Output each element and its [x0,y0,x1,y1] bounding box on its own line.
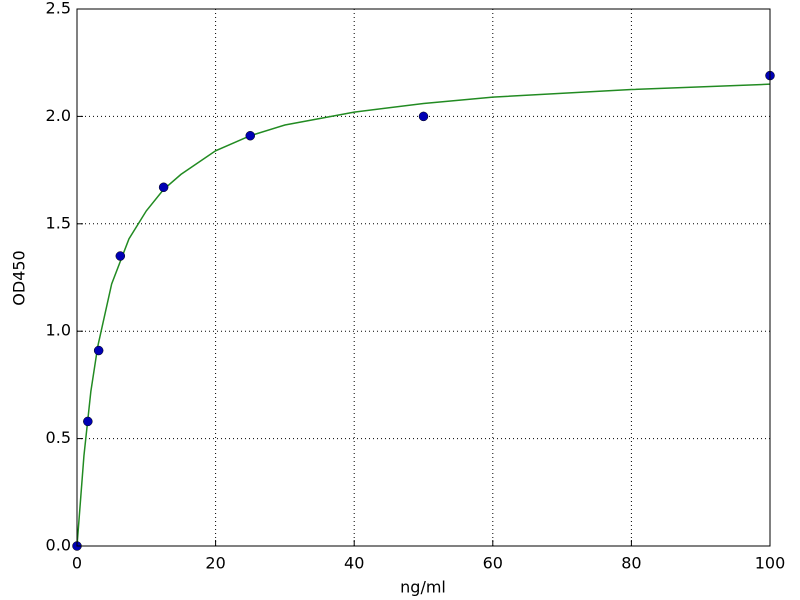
y-tick-label: 2.5 [46,0,71,18]
plot-frame [76,8,771,547]
data-point [418,111,429,122]
data-point [158,182,169,193]
fit-curve [76,83,771,547]
data-point [245,130,255,141]
x-tick-label: 80 [621,554,641,573]
y-tick-label: 1.0 [46,321,71,340]
x-tick-label: 20 [205,554,225,573]
y-tick-label: 0.5 [46,428,71,447]
x-tick-label: 0 [72,554,82,573]
y-tick-label: 2.0 [46,106,71,125]
y-tick-label: 0.0 [46,536,71,555]
x-tick-label: 40 [344,554,364,573]
x-axis-label: ng/ml [400,578,446,597]
data-point [83,416,93,427]
data-point [115,251,126,261]
y-axis-label: OD450 [10,250,29,305]
data-point [93,345,104,356]
x-tick-label: 100 [755,554,786,573]
x-tick-label: 60 [483,554,503,573]
y-tick-label: 1.5 [46,213,71,232]
